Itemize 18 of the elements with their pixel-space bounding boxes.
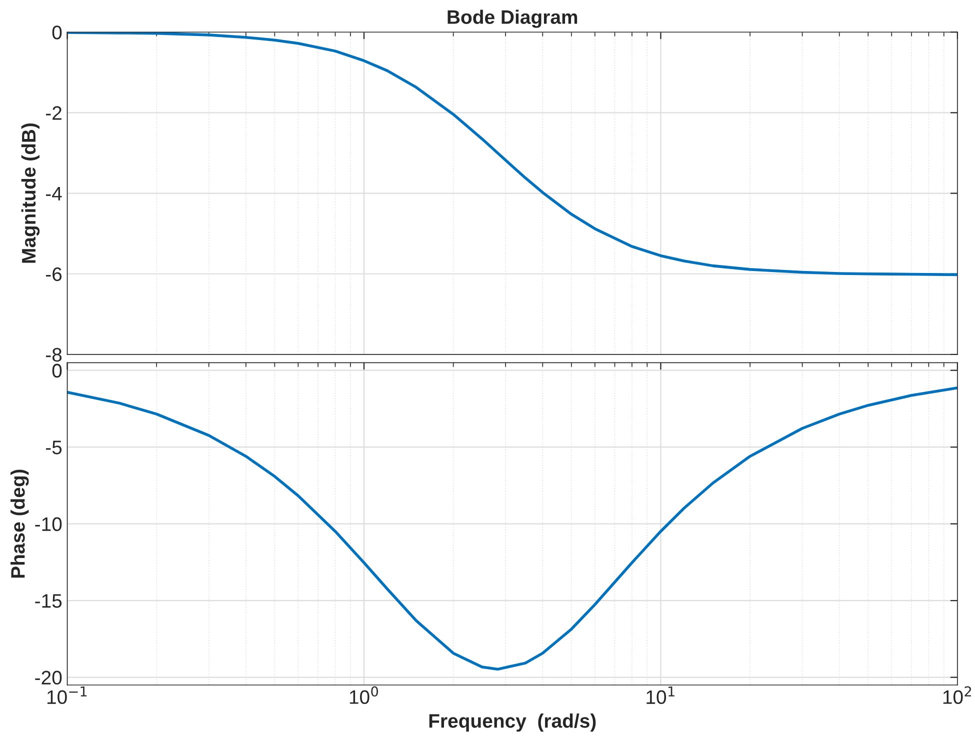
y-tick-label: -6 xyxy=(46,267,62,282)
y-tick-label: 0 xyxy=(52,364,62,378)
y-tick-label: -4 xyxy=(46,186,62,200)
x-tick-label: 10$^{0}$ xyxy=(350,686,378,704)
y-tick-label: -20 xyxy=(35,670,62,685)
x-axis-title: Frequency (rad/s) xyxy=(429,714,596,732)
y-tick-label: -15 xyxy=(35,594,62,608)
x-tick-label: 10$^{−1}$ xyxy=(47,686,87,704)
x-tick-label: 10$^{1}$ xyxy=(646,686,674,704)
y-tick-label: -8 xyxy=(46,348,62,362)
y-tick-label: -5 xyxy=(46,440,62,454)
y-tick-label: 0 xyxy=(52,26,62,40)
chart-title: Bode Diagram xyxy=(448,10,578,28)
x-tick-label: 10$^{2}$ xyxy=(943,686,972,704)
y-tick-label: -2 xyxy=(46,106,62,120)
y-axis-title: Phase (deg) xyxy=(10,470,29,578)
y-tick-label: -10 xyxy=(35,517,62,532)
y-axis-title: Magnitude (dB) xyxy=(21,124,40,263)
